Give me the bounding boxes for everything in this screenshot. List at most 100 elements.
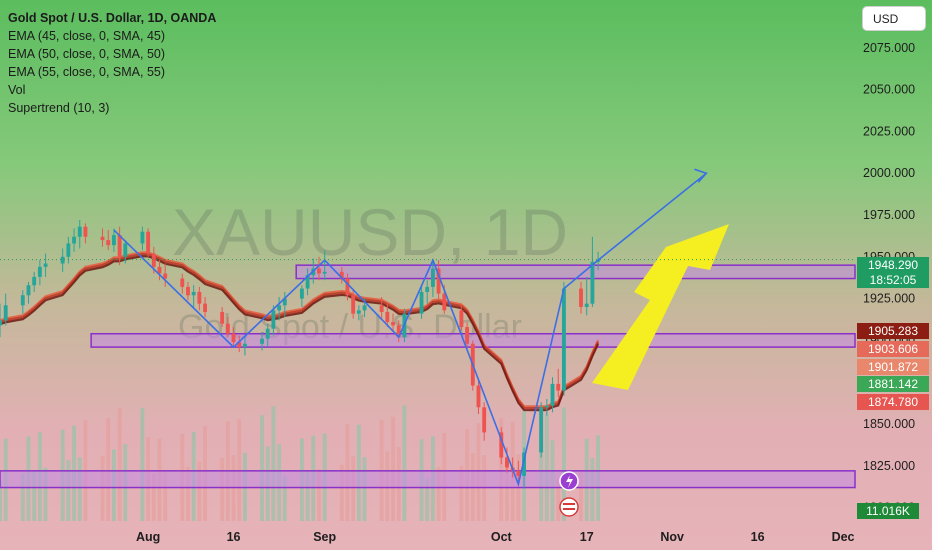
candle-body [544, 405, 549, 408]
candle-body [26, 285, 31, 296]
volume-bar [32, 470, 37, 521]
volume-badge-bg [857, 503, 919, 519]
candle-body [482, 407, 487, 433]
legend-ema-50[interactable]: EMA (50, close, 0, SMA, 50) [8, 47, 166, 61]
candle-body [3, 305, 8, 321]
volume-bar [436, 467, 441, 521]
x-tick-label: Aug [136, 530, 160, 544]
y-tick-label: 2000.000 [863, 166, 915, 180]
price-badge-value: 1905.283 [868, 324, 918, 338]
legend-ema-45[interactable]: EMA (45, close, 0, SMA, 45) [8, 29, 166, 43]
legend-supertrend[interactable]: Supertrend (10, 3) [8, 101, 110, 115]
candle-body [282, 298, 287, 306]
flash-event-glyph [566, 475, 573, 488]
volume-bar [0, 479, 2, 521]
candle-body [163, 273, 168, 279]
price-badge-value: 1901.872 [868, 360, 918, 374]
candle-body [556, 383, 561, 391]
volume-bar [590, 458, 595, 521]
price-badge: 1881.142 [857, 376, 929, 392]
candle-body [140, 231, 145, 244]
candle-body [476, 385, 481, 408]
price-badge-bg [857, 359, 929, 375]
candle-body [180, 278, 185, 287]
candle-body [539, 407, 544, 453]
resistance-zone-1 [295, 264, 856, 280]
y-tick-label: 1975.000 [863, 208, 915, 222]
candle-body [396, 325, 401, 338]
volume-bar [271, 406, 276, 521]
volume-bar [186, 467, 190, 521]
volume-bar [43, 467, 48, 521]
candle-body [391, 322, 395, 326]
candle-body [265, 328, 270, 339]
price-badge-bg [857, 323, 929, 339]
candle-body [436, 268, 441, 294]
volume-bar [151, 473, 156, 521]
candle-body [299, 288, 304, 299]
volume-bar [505, 456, 509, 521]
candle-body [345, 278, 350, 296]
y-tick-label: 2050.000 [863, 83, 915, 97]
y-tick-label: 2075.000 [863, 41, 915, 55]
volume-bar [425, 478, 430, 521]
candle-body [243, 343, 247, 348]
volume-bar [220, 457, 225, 521]
price-badge-countdown: 18:52:05 [870, 273, 917, 287]
price-badge-bg [857, 341, 929, 357]
candle-body [203, 303, 207, 312]
y-tick-label: 1925.000 [863, 292, 915, 306]
candle-body [271, 310, 276, 329]
volume-bar [260, 415, 264, 521]
price-badge-value: 1881.142 [868, 377, 918, 391]
legend-vol[interactable]: Vol [8, 83, 26, 97]
candle-body [260, 338, 264, 344]
candle-body [231, 333, 236, 343]
candle-body [157, 266, 162, 274]
volume-bar [499, 418, 504, 521]
candle-body [385, 311, 390, 323]
chart-legend: Gold Spot / U.S. Dollar, 1D, OANDA EMA (… [8, 9, 216, 117]
volume-bar [351, 456, 356, 521]
candle-body [419, 291, 424, 314]
ema-55-line [0, 255, 600, 412]
us-flag-icon [559, 497, 579, 517]
candle-body [32, 276, 37, 286]
candle-body [339, 271, 344, 279]
volume-bar [140, 407, 145, 521]
x-tick-label: Dec [832, 530, 855, 544]
volume-bar [579, 470, 583, 521]
volume-bar [117, 408, 122, 521]
x-tick-label: 16 [227, 530, 241, 544]
volume-bar [100, 455, 105, 521]
currency-button[interactable]: USD [862, 6, 926, 31]
price-badge-bg [857, 394, 929, 410]
legend-ema-55[interactable]: EMA (55, close, 0, SMA, 55) [8, 65, 166, 79]
candle-body [106, 240, 111, 246]
candle-body [362, 305, 367, 311]
candle-body [0, 320, 2, 326]
price-badge: 1874.780 [857, 394, 929, 410]
candle-body [66, 243, 71, 257]
volume-bar [402, 405, 407, 521]
volume-bar [561, 407, 566, 521]
candle-body [465, 327, 470, 344]
volume-bar [544, 414, 549, 521]
candle-body [550, 383, 555, 406]
candle-body [20, 295, 25, 306]
candle-body [43, 263, 48, 267]
volume-badge-value: 11.016K [866, 504, 910, 518]
candle-body [77, 226, 82, 237]
candle-body [237, 342, 242, 348]
y-tick-label: 1825.000 [863, 459, 915, 473]
price-badge-value: 1903.606 [868, 342, 918, 356]
us-flag-stripe [563, 508, 575, 510]
candle-body [277, 305, 282, 311]
candle-body [100, 236, 105, 241]
candle-body [351, 295, 356, 314]
candle-body [317, 268, 321, 274]
candle-body [584, 303, 589, 307]
volume-bar [317, 469, 321, 521]
